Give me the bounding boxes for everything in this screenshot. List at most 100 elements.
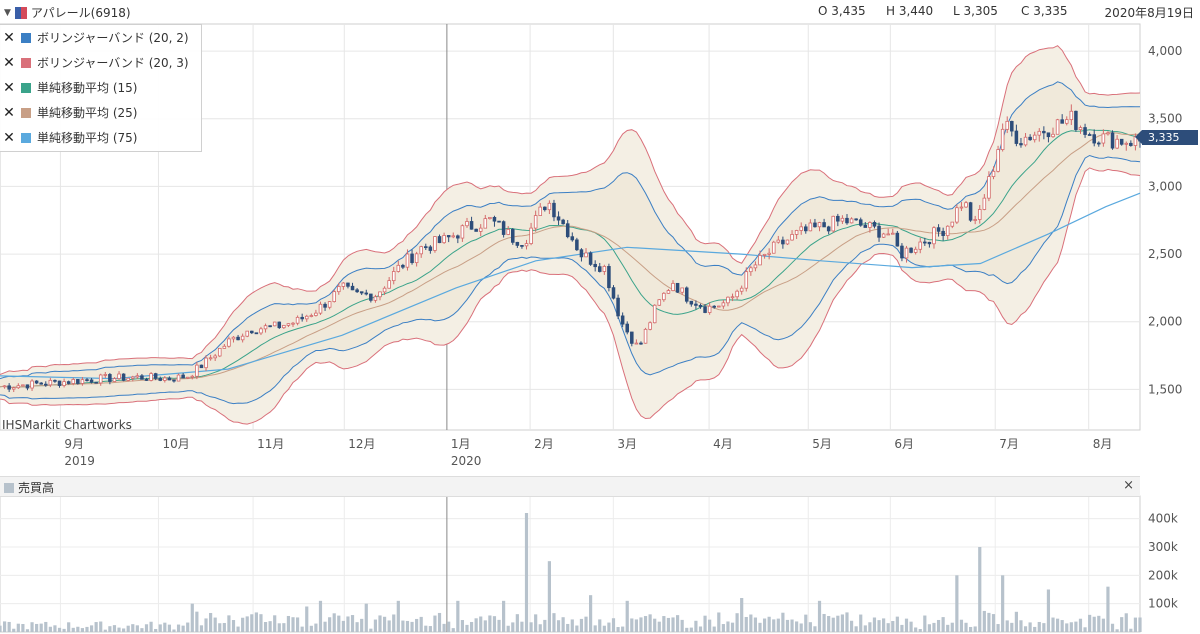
candle-body <box>1083 127 1087 135</box>
candle <box>483 214 488 229</box>
candle <box>16 383 21 389</box>
bb3-upper-line <box>0 45 1141 376</box>
volume-bar <box>135 625 139 632</box>
volume-bar <box>263 621 268 632</box>
candle-body <box>579 249 584 258</box>
candle-body <box>282 324 286 329</box>
volume-bar <box>543 619 547 632</box>
candle-body <box>126 377 130 381</box>
close-panel-button[interactable]: × <box>1123 478 1134 493</box>
candle-body <box>982 197 987 210</box>
remove-indicator-icon[interactable]: ✕ <box>3 54 15 71</box>
high-value: H 3,440 <box>886 4 934 18</box>
legend-label: ボリンジャーバンド (20, 3) <box>37 56 189 70</box>
candle-body <box>533 215 538 229</box>
candle-body <box>48 379 53 386</box>
volume-axis: 100k 200k 300k 400k <box>1148 512 1178 611</box>
candle-body <box>387 280 391 289</box>
candle-body <box>323 303 327 308</box>
symbol-selector[interactable]: ▼ アパレール(6918) <box>4 4 131 21</box>
candle <box>1074 110 1078 132</box>
candle-body <box>185 376 190 379</box>
candle <box>469 216 474 230</box>
remove-indicator-icon[interactable]: ✕ <box>3 104 15 121</box>
candle-body <box>858 219 863 226</box>
candle-body <box>208 357 213 360</box>
volume-bar <box>753 617 758 632</box>
candle-body <box>414 253 419 264</box>
volume-bar <box>419 616 423 632</box>
caret-down-icon[interactable]: ▼ <box>4 7 11 18</box>
volume-bar <box>236 626 240 632</box>
candle <box>616 294 620 320</box>
volume-bar <box>259 614 263 632</box>
candle-body <box>1110 132 1115 149</box>
remove-indicator-icon[interactable]: ✕ <box>3 79 15 96</box>
volume-bar <box>199 625 204 632</box>
candle <box>611 285 616 300</box>
volume-bar <box>1101 618 1105 632</box>
volume-bar <box>1138 617 1142 632</box>
candle-body <box>1101 133 1106 144</box>
indicator-legend: ✕ ボリンジャーバンド (20, 2) ✕ ボリンジャーバンド (20, 3) … <box>0 24 202 152</box>
candle <box>195 361 199 380</box>
volume-bar <box>538 624 542 632</box>
candle-body <box>1097 142 1101 145</box>
candle-body <box>817 222 822 228</box>
candle-body <box>872 222 877 227</box>
volume-bar <box>369 628 373 632</box>
candle <box>89 377 94 384</box>
candle <box>909 247 913 254</box>
volume-bar <box>30 622 34 632</box>
volume-bar <box>373 619 378 632</box>
volume-bar <box>602 625 606 632</box>
month-tick-label: 11月 <box>257 437 284 451</box>
candle <box>1042 126 1046 140</box>
candle-body <box>648 322 652 330</box>
candle-body <box>863 224 868 228</box>
volume-bar <box>822 613 826 632</box>
volume-bar <box>886 623 890 632</box>
candle-body <box>153 373 158 379</box>
candle <box>382 286 387 296</box>
candle <box>959 202 964 211</box>
candle <box>689 300 694 307</box>
volume-bar <box>946 624 950 632</box>
remove-indicator-icon[interactable]: ✕ <box>3 129 15 146</box>
candle-body <box>364 292 369 295</box>
volume-bar <box>749 614 753 632</box>
candle-body <box>62 381 66 386</box>
candle <box>1023 132 1028 147</box>
volume-bar <box>355 622 359 632</box>
candle-body <box>98 374 103 384</box>
candle-body <box>964 202 968 208</box>
candle <box>300 313 304 322</box>
volume-bar <box>227 615 231 632</box>
volume-bar <box>589 595 593 632</box>
candle <box>428 245 433 254</box>
volume-bar <box>71 627 75 632</box>
remove-indicator-icon[interactable]: ✕ <box>3 29 15 46</box>
candle-body <box>204 357 208 369</box>
volume-bar <box>964 622 968 632</box>
price-plot-frame <box>0 23 1141 431</box>
volume-bar <box>48 626 52 632</box>
candle <box>227 336 231 348</box>
volume-bar <box>1051 617 1055 632</box>
volume-bar <box>204 618 208 632</box>
volume-bar <box>1010 622 1014 632</box>
candle-body <box>515 241 520 246</box>
candle <box>968 201 973 222</box>
volume-bar <box>300 626 304 632</box>
volume-bar <box>378 615 382 632</box>
candle-body <box>474 228 478 232</box>
volume-bar <box>57 627 62 632</box>
candle-body <box>1119 138 1124 145</box>
candle <box>648 321 652 331</box>
candle-body <box>932 227 936 245</box>
candle-body <box>350 285 355 291</box>
volume-bar <box>337 615 341 632</box>
candle-body <box>355 289 359 293</box>
candle <box>98 373 103 386</box>
candle <box>401 263 405 270</box>
